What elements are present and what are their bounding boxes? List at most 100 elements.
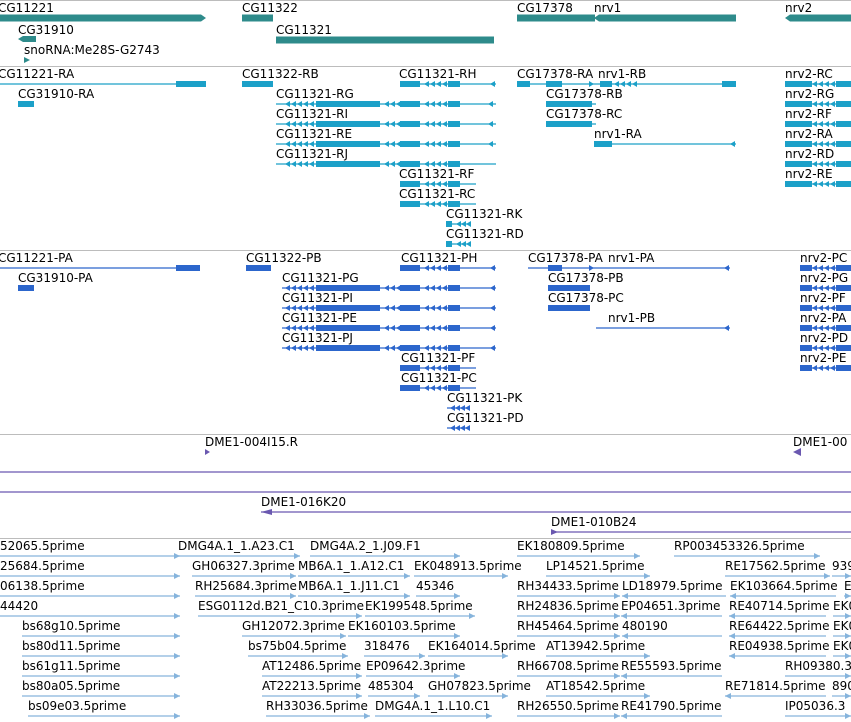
protein-glyph[interactable] [0, 250, 851, 434]
gene-glyph[interactable] [0, 0, 851, 66]
est-glyph[interactable] [0, 538, 851, 722]
est-glyph[interactable] [0, 538, 851, 722]
est-glyph[interactable] [0, 538, 851, 722]
transcript-glyph[interactable] [0, 66, 851, 250]
est-glyph[interactable] [0, 538, 851, 722]
est-glyph[interactable] [0, 538, 851, 722]
est-glyph[interactable] [0, 538, 851, 722]
transcript-glyph[interactable] [0, 66, 851, 250]
est-glyph[interactable] [0, 538, 851, 722]
est-glyph[interactable] [0, 538, 851, 722]
transcript-glyph[interactable] [0, 66, 851, 250]
protein-glyph[interactable] [0, 250, 851, 434]
est-glyph[interactable] [0, 538, 851, 722]
est-glyph[interactable] [0, 538, 851, 722]
transcript-glyph[interactable] [0, 66, 851, 250]
transcript-glyph[interactable] [0, 66, 851, 250]
transcript-glyph[interactable] [0, 66, 851, 250]
protein-glyph[interactable] [0, 250, 851, 434]
est-glyph[interactable] [0, 538, 851, 722]
protein-glyph[interactable] [0, 250, 851, 434]
est-glyph[interactable] [0, 538, 851, 722]
est-glyph[interactable] [0, 538, 851, 722]
est-glyph[interactable] [0, 538, 851, 722]
est-glyph[interactable] [0, 538, 851, 722]
protein-glyph[interactable] [0, 250, 851, 434]
bac-span-line[interactable] [0, 434, 851, 538]
est-glyph[interactable] [0, 538, 851, 722]
est-glyph[interactable] [0, 538, 851, 722]
est-glyph[interactable] [0, 538, 851, 722]
transcript-glyph[interactable] [0, 66, 851, 250]
protein-glyph[interactable] [0, 250, 851, 434]
protein-glyph[interactable] [0, 250, 851, 434]
est-glyph[interactable] [0, 538, 851, 722]
est-glyph[interactable] [0, 538, 851, 722]
est-glyph[interactable] [0, 538, 851, 722]
est-glyph[interactable] [0, 538, 851, 722]
protein-glyph[interactable] [0, 250, 851, 434]
protein-glyph[interactable] [0, 250, 851, 434]
transcript-glyph[interactable] [0, 66, 851, 250]
est-glyph[interactable] [0, 538, 851, 722]
est-glyph[interactable] [0, 538, 851, 722]
gene-glyph[interactable] [0, 0, 851, 66]
transcript-glyph[interactable] [0, 66, 851, 250]
est-glyph[interactable] [0, 538, 851, 722]
protein-glyph[interactable] [0, 250, 851, 434]
protein-glyph[interactable] [0, 250, 851, 434]
est-glyph[interactable] [0, 538, 851, 722]
gene-glyph[interactable] [0, 0, 851, 66]
est-glyph[interactable] [0, 538, 851, 722]
protein-glyph[interactable] [0, 250, 851, 434]
est-glyph[interactable] [0, 538, 851, 722]
est-glyph[interactable] [0, 538, 851, 722]
transcript-glyph[interactable] [0, 66, 851, 250]
est-glyph[interactable] [0, 538, 851, 722]
est-glyph[interactable] [0, 538, 851, 722]
protein-glyph[interactable] [0, 250, 851, 434]
protein-glyph[interactable] [0, 250, 851, 434]
gene-glyph[interactable] [0, 0, 851, 66]
protein-glyph[interactable] [0, 250, 851, 434]
est-glyph[interactable] [0, 538, 851, 722]
bac-glyph[interactable] [0, 434, 851, 538]
est-glyph[interactable] [0, 538, 851, 722]
est-glyph[interactable] [0, 538, 851, 722]
est-glyph[interactable] [0, 538, 851, 722]
transcript-glyph[interactable] [0, 66, 851, 250]
transcript-glyph[interactable] [0, 66, 851, 250]
gene-glyph[interactable] [0, 0, 851, 66]
est-glyph[interactable] [0, 538, 851, 722]
est-glyph[interactable] [0, 538, 851, 722]
bac-glyph[interactable] [0, 434, 851, 538]
gene-glyph[interactable] [0, 0, 851, 66]
transcript-glyph[interactable] [0, 66, 851, 250]
transcript-glyph[interactable] [0, 66, 851, 250]
bac-glyph[interactable] [0, 434, 851, 538]
est-glyph[interactable] [0, 538, 851, 722]
est-glyph[interactable] [0, 538, 851, 722]
transcript-glyph[interactable] [0, 66, 851, 250]
protein-glyph[interactable] [0, 250, 851, 434]
est-glyph[interactable] [0, 538, 851, 722]
est-glyph[interactable] [0, 538, 851, 722]
transcript-glyph[interactable] [0, 66, 851, 250]
transcript-glyph[interactable] [0, 66, 851, 250]
est-glyph[interactable] [0, 538, 851, 722]
est-glyph[interactable] [0, 538, 851, 722]
bac-span-glyph[interactable] [0, 434, 851, 538]
transcript-glyph[interactable] [0, 66, 851, 250]
transcript-glyph[interactable] [0, 66, 851, 250]
est-glyph[interactable] [0, 538, 851, 722]
protein-glyph[interactable] [0, 250, 851, 434]
gene-glyph[interactable] [0, 0, 851, 66]
est-glyph[interactable] [0, 538, 851, 722]
transcript-glyph[interactable] [0, 66, 851, 250]
protein-glyph[interactable] [0, 250, 851, 434]
transcript-glyph[interactable] [0, 66, 851, 250]
protein-glyph[interactable] [0, 250, 851, 434]
protein-glyph[interactable] [0, 250, 851, 434]
est-glyph[interactable] [0, 538, 851, 722]
protein-glyph[interactable] [0, 250, 851, 434]
